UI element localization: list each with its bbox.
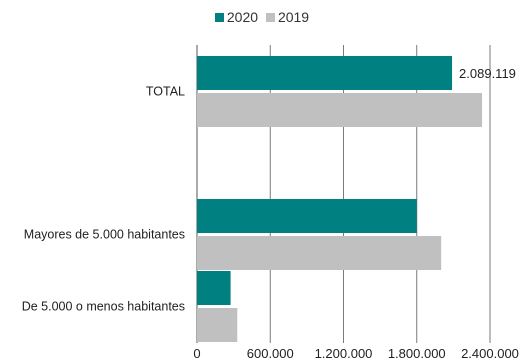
- x-tick-2-400-000: 2.400.000: [461, 346, 519, 360]
- x-tick-600-000: 600.000: [247, 346, 294, 360]
- legend: 2020 2019: [0, 9, 524, 25]
- bar-total-2020: [197, 56, 453, 90]
- legend-item-2020: 2020: [214, 9, 259, 25]
- x-tick-1-800-000: 1.800.000: [388, 346, 446, 360]
- bar-mayores-de-5-000-habitantes-2020: [197, 199, 417, 233]
- legend-swatch-2020: [214, 13, 224, 22]
- x-tick-labels: 0 600.000 1.200.000 1.800.000 2.400.000: [193, 346, 519, 360]
- legend-item-2019: 2019: [265, 9, 310, 25]
- x-tick-0: 0: [193, 346, 200, 360]
- bar-total-2019: [197, 93, 483, 127]
- legend-swatch-2019: [265, 13, 275, 22]
- category-label-de-5-000-o-menos-habitantes: De 5.000 o menos habitantes: [22, 300, 185, 314]
- data-labels: 2.089.119: [459, 66, 516, 81]
- bar-de-5-000-o-menos-habitantes-2019: [197, 308, 238, 342]
- bar-de-5-000-o-menos-habitantes-2020: [197, 271, 231, 305]
- category-label-total: TOTAL: [146, 85, 185, 99]
- bars: [197, 56, 483, 342]
- bar-mayores-de-5-000-habitantes-2019: [197, 236, 442, 270]
- legend-label-2019: 2019: [277, 9, 310, 25]
- x-tick-1-200-000: 1.200.000: [315, 346, 373, 360]
- data-label-total-2020: 2.089.119: [459, 66, 516, 81]
- category-labels: TOTAL Mayores de 5.000 habitantes De 5.000…: [22, 85, 185, 314]
- category-label-mayores-de-5-000-habitantes: Mayores de 5.000 habitantes: [24, 228, 185, 242]
- legend-label-2020: 2020: [226, 9, 259, 25]
